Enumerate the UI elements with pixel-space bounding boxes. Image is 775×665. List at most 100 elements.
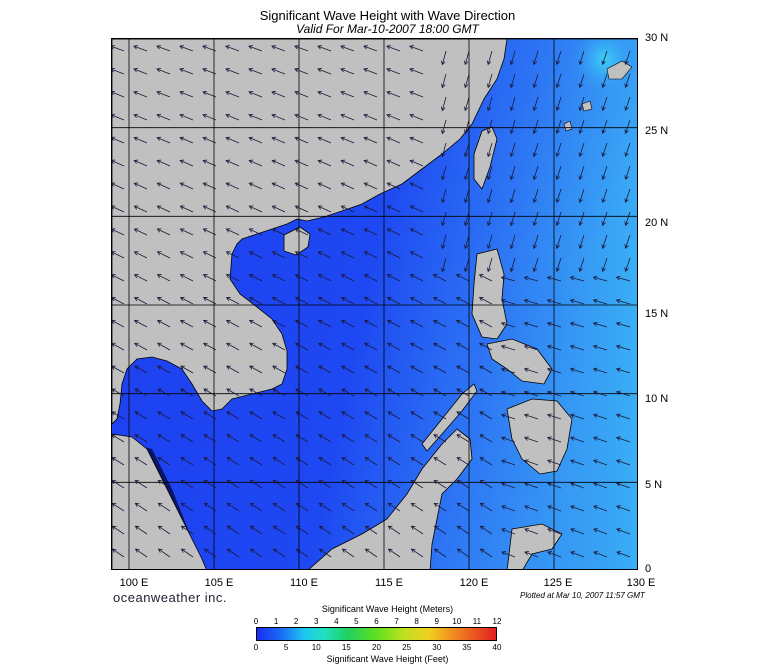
wave-arrow — [433, 434, 447, 443]
wave-arrow — [272, 388, 286, 397]
wave-arrow — [592, 298, 608, 305]
wave-arrow — [386, 319, 401, 328]
wave-arrow — [532, 211, 539, 227]
wave-arrow — [593, 482, 608, 489]
wave-arrow — [295, 502, 309, 512]
wave-arrow — [532, 234, 539, 250]
wave-arrow — [112, 319, 125, 328]
wave-arrow — [387, 411, 401, 420]
wave-arrow — [317, 319, 332, 328]
wave-arrow — [156, 45, 171, 52]
wave-arrow — [486, 165, 493, 181]
map-title: Significant Wave Height with Wave Direct… — [259, 8, 516, 23]
wave-arrow — [601, 73, 608, 89]
wave-arrow — [295, 365, 309, 374]
wave-arrow — [509, 257, 516, 273]
wave-arrow — [432, 342, 447, 351]
wave-arrow — [463, 119, 470, 135]
wave-arrow — [180, 388, 194, 397]
wave-arrow — [363, 159, 378, 167]
wave-arrow — [295, 411, 309, 420]
wave-arrow — [386, 297, 401, 305]
wave-arrow — [271, 182, 286, 190]
wave-arrow — [593, 551, 608, 558]
wave-arrow — [226, 502, 240, 512]
wave-arrow — [546, 367, 562, 374]
wave-arrow — [478, 319, 493, 328]
wave-arrow — [509, 211, 516, 227]
wave-arrow — [479, 525, 493, 535]
wave-arrow — [409, 228, 424, 236]
map-subtitle: Valid For Mar-10-2007 18:00 GMT — [296, 22, 479, 36]
wave-arrow — [179, 90, 194, 98]
land-sulawesi — [506, 523, 563, 569]
wave-arrow — [364, 457, 378, 466]
wave-arrow — [592, 321, 608, 328]
wave-arrow — [478, 297, 493, 305]
wave-arrow — [133, 159, 148, 167]
wave-arrow — [179, 342, 194, 351]
meter-tick-label: 5 — [354, 617, 359, 626]
wave-arrow — [134, 388, 148, 397]
wave-arrow — [546, 298, 562, 305]
wave-arrow — [179, 319, 194, 328]
feet-tick-label: 10 — [311, 643, 321, 652]
wave-arrow — [547, 551, 562, 558]
wave-arrow — [112, 502, 125, 512]
wave-arrow — [523, 275, 539, 282]
wave-arrow — [225, 136, 240, 144]
wave-arrow — [601, 96, 608, 112]
wave-arrow — [486, 96, 493, 112]
wave-arrow — [555, 188, 562, 204]
wave-arrow — [532, 50, 539, 66]
wave-arrow — [317, 68, 332, 75]
wave-arrow — [409, 205, 424, 213]
wave-arrow — [592, 344, 608, 351]
wave-arrow — [272, 502, 286, 512]
wave-arrow — [202, 159, 217, 167]
wave-arrow — [134, 411, 148, 420]
wave-arrow — [523, 390, 539, 397]
wave-arrow — [500, 413, 516, 420]
wave-arrow — [179, 182, 194, 190]
wave-arrow — [249, 434, 263, 443]
wave-arrow — [202, 136, 217, 144]
wave-arrow — [532, 119, 539, 135]
wave-arrow — [523, 298, 539, 305]
wave-arrow — [455, 319, 470, 328]
wave-arrow — [202, 319, 217, 328]
wave-arrow — [317, 251, 332, 259]
wave-arrow — [249, 411, 263, 420]
wave-arrow — [433, 388, 447, 397]
wave-arrow — [387, 365, 401, 374]
wave-arrow — [569, 436, 585, 443]
wave-arrow — [555, 211, 562, 227]
wave-arrow — [363, 319, 378, 328]
wave-arrow — [318, 388, 332, 397]
wave-arrow — [601, 165, 608, 181]
wave-arrow — [578, 73, 585, 89]
wave-arrow — [456, 525, 470, 535]
wave-arrow — [433, 525, 447, 535]
feet-tick-label: 30 — [432, 643, 442, 652]
wave-arrow — [202, 251, 217, 259]
wave-arrow — [364, 434, 378, 443]
wave-arrow — [456, 434, 470, 443]
wave-arrow — [134, 502, 148, 512]
lat-label-10n: 10 N — [645, 393, 669, 405]
wave-arrow — [624, 119, 631, 135]
wave-arrow — [179, 45, 194, 52]
wave-arrow — [133, 45, 148, 52]
wave-arrow — [294, 182, 309, 190]
wave-arrow — [463, 211, 470, 227]
wave-arrow — [226, 365, 240, 374]
wave-arrow — [624, 165, 631, 181]
wave-arrow — [133, 228, 148, 236]
wave-arrow — [615, 367, 631, 374]
wave-arrow — [523, 413, 539, 420]
wave-arrow — [340, 274, 355, 282]
wave-arrow — [180, 548, 194, 558]
wave-arrow — [225, 159, 240, 167]
wave-arrow — [295, 457, 309, 466]
wave-arrow — [294, 136, 309, 144]
